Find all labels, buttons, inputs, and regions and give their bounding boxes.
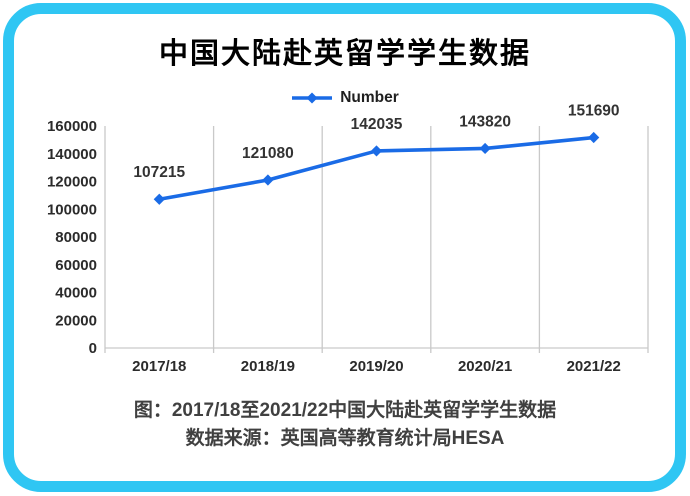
data-point-label: 142035 — [351, 116, 403, 133]
y-axis-tick-label: 0 — [89, 340, 97, 357]
y-axis-tick-label: 80000 — [55, 229, 97, 246]
data-point-label: 107215 — [133, 164, 185, 181]
x-axis-category-label: 2017/18 — [132, 358, 186, 375]
data-point-marker — [262, 174, 274, 186]
x-axis-category-label: 2019/20 — [349, 358, 403, 375]
data-point-label: 143820 — [459, 113, 511, 130]
x-axis-category-label: 2020/21 — [458, 358, 512, 375]
caption-line-1: 图：2017/18至2021/22中国大陆赴英留学学生数据 — [133, 400, 557, 421]
caption-line-2: 数据来源：英国高等教育统计局HESA — [185, 428, 505, 449]
chart-title: 中国大陆赴英留学学生数据 — [158, 38, 531, 70]
data-point-marker — [479, 142, 491, 155]
legend-series-label: Number — [340, 89, 399, 106]
y-axis-tick-label: 60000 — [55, 257, 97, 274]
data-point-label: 121080 — [242, 145, 294, 162]
x-axis-category-label: 2021/22 — [567, 358, 621, 375]
y-axis-tick-label: 20000 — [55, 312, 97, 329]
chart-caption: 图：2017/18至2021/22中国大陆赴英留学学生数据 数据来源：英国高等教… — [0, 397, 690, 453]
data-point-marker — [588, 131, 600, 144]
data-point-marker — [153, 193, 165, 205]
y-axis-tick-label: 100000 — [47, 201, 97, 218]
legend-line-diamond-icon — [292, 92, 333, 104]
data-point-marker — [370, 145, 383, 157]
x-axis-category-label: 2018/19 — [241, 358, 295, 375]
data-point-label: 151690 — [568, 103, 620, 120]
y-axis-tick-label: 160000 — [47, 118, 97, 135]
y-axis-tick-label: 120000 — [47, 174, 97, 191]
legend: Number — [0, 89, 690, 107]
y-axis-tick-label: 40000 — [55, 285, 97, 302]
y-axis-tick-label: 140000 — [47, 146, 97, 163]
